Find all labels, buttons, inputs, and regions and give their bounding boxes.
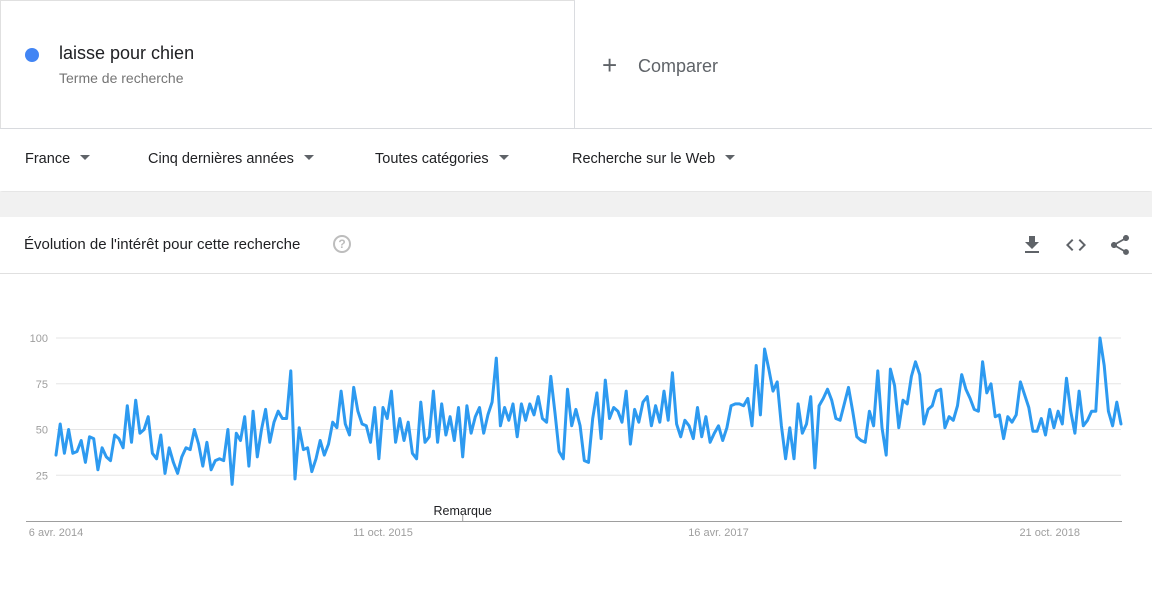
search-term-cards: laisse pour chien Terme de recherche + C… <box>0 0 1152 129</box>
y-tick-label: 50 <box>36 425 48 437</box>
interest-over-time-chart: 25 50 75 100 6 avr. 2014 11 oct. 2015 16 avr. … <box>26 333 1123 539</box>
x-tick-label: 11 oct. 2015 <box>353 527 413 539</box>
section-separator <box>0 192 1152 217</box>
filter-category-label: Toutes catégories <box>375 151 489 167</box>
chevron-down-icon <box>725 154 736 160</box>
x-tick-label: 6 avr. 2014 <box>29 527 83 539</box>
search-term-card[interactable]: laisse pour chien Terme de recherche <box>0 0 575 128</box>
series-color-dot <box>25 48 39 62</box>
chevron-down-icon <box>80 154 91 160</box>
search-term-subtitle: Terme de recherche <box>59 70 184 86</box>
plus-icon[interactable]: + <box>602 50 618 80</box>
filter-time-range-label: Cinq dernières années <box>148 151 294 167</box>
x-tick-label: 21 oct. 2018 <box>1019 527 1080 539</box>
filter-search-type-label: Recherche sur le Web <box>572 151 716 167</box>
share-icon[interactable] <box>1108 233 1132 257</box>
filter-time-range[interactable]: Cinq dernières années <box>148 151 314 167</box>
filter-search-type[interactable]: Recherche sur le Web <box>572 151 736 167</box>
embed-code-icon[interactable] <box>1064 233 1088 257</box>
filter-region-label: France <box>25 151 71 167</box>
chevron-down-icon <box>303 154 314 160</box>
filter-region[interactable]: France <box>25 151 91 167</box>
x-tick-label: 16 avr. 2017 <box>688 527 749 539</box>
interest-chart: 25 50 75 100 6 avr. 2014 11 oct. 2015 16 avr. … <box>0 274 1152 609</box>
series-line <box>54 336 1123 486</box>
interest-panel-header: Évolution de l'intérêt pour cette recher… <box>0 217 1152 274</box>
chevron-down-icon <box>498 154 509 160</box>
filter-bar: France Cinq dernières années Toutes caté… <box>0 129 1152 191</box>
annotation-label: Remarque <box>434 504 492 518</box>
search-term-title[interactable]: laisse pour chien <box>59 43 195 63</box>
filter-category[interactable]: Toutes catégories <box>375 151 509 167</box>
download-icon[interactable] <box>1020 233 1044 257</box>
compare-label[interactable]: Comparer <box>638 56 719 76</box>
y-tick-label: 75 <box>36 379 48 391</box>
y-tick-label: 100 <box>30 333 48 345</box>
y-tick-label: 25 <box>36 470 48 482</box>
help-icon[interactable]: ? <box>333 235 351 253</box>
panel-title: Évolution de l'intérêt pour cette recher… <box>24 236 301 253</box>
